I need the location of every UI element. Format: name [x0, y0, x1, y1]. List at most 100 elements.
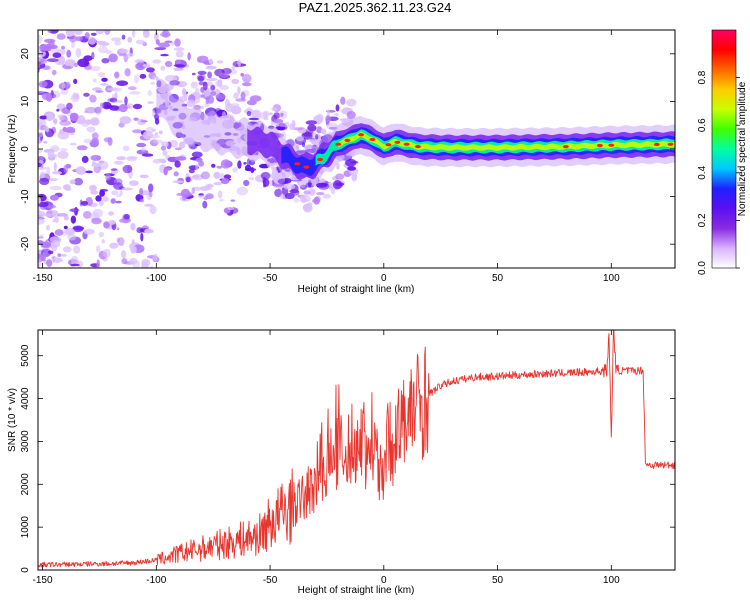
spectrogram-blob [52, 210, 58, 217]
spectrogram-blob [118, 48, 129, 54]
spectrogram-blob [113, 182, 123, 190]
spectrogram-blob [49, 185, 62, 191]
spectrogram-blob [246, 110, 252, 117]
spectrogram-blob [96, 259, 100, 268]
spectrogram-blob [248, 177, 255, 181]
spectrogram-blob [220, 178, 230, 185]
spectrogram-blob [53, 162, 57, 172]
spectrogram-blob [202, 200, 208, 209]
spectrogram-blob [91, 132, 99, 140]
spectrogram-blob [158, 130, 163, 135]
spectrogram-hotspot [403, 142, 410, 146]
spectrogram-blob [334, 112, 339, 117]
spectrogram-blob [178, 141, 186, 149]
spectrogram-blob [213, 181, 223, 186]
spectrogram-blob [154, 32, 159, 42]
spectrogram-blob [151, 128, 156, 132]
spectrogram-blob [210, 91, 217, 96]
spectrogram-blob [279, 110, 288, 120]
spectrogram-blob [205, 96, 210, 105]
spectrogram-blob [174, 160, 181, 168]
spectrogram-x-tick-label: 100 [603, 273, 620, 284]
spectrogram-blob [73, 177, 84, 186]
spectrogram-blob [63, 184, 71, 191]
spectrogram-xlabel: Height of straight line (km) [298, 284, 415, 295]
spectrogram-blob [38, 133, 43, 137]
spectrogram-blob [231, 65, 236, 70]
spectrogram-blob [91, 51, 95, 60]
spectrogram-blob [121, 250, 127, 259]
spectrogram-blob [192, 173, 204, 181]
spectrogram-blob [309, 138, 316, 143]
spectrogram-hotspot [653, 142, 660, 147]
spectrogram-blob [38, 34, 43, 44]
spectrogram-blob [136, 227, 143, 234]
spectrogram-blob [289, 189, 299, 194]
spectrogram-blob [301, 142, 306, 148]
spectrogram-blob [174, 156, 187, 161]
spectrogram-blob [132, 30, 136, 38]
spectrogram-blob [317, 182, 330, 190]
snr-x-tick-label: -50 [263, 575, 278, 586]
spectrogram-blob [230, 199, 235, 202]
spectrogram-blob [46, 113, 53, 122]
spectrogram-blob [142, 130, 153, 140]
spectrogram-blob [320, 128, 327, 135]
spectrogram-blob [173, 47, 185, 51]
spectrogram-blob [246, 100, 257, 106]
spectrogram-blob [38, 258, 42, 268]
spectrogram-blob [277, 178, 289, 185]
spectrogram-blob [139, 174, 149, 179]
spectrogram-hotspot [394, 140, 401, 144]
spectrogram-blob [73, 245, 81, 254]
spectrogram-blob [152, 139, 164, 144]
spectrogram-blob [60, 89, 69, 95]
spectrogram-blob [109, 242, 119, 249]
spectrogram-blob [221, 67, 232, 75]
spectrogram-blob [92, 161, 96, 165]
spectrogram-blob [135, 62, 146, 71]
spectrogram-blob [121, 258, 128, 265]
chart-title: PAZ1.2025.362.11.23.G24 [299, 0, 452, 15]
spectrogram-blob [316, 113, 324, 124]
spectrogram-blob [289, 123, 296, 131]
spectrogram-blob [63, 164, 69, 174]
spectrogram-blob [325, 115, 331, 123]
spectrogram-hotspot [608, 143, 615, 147]
spectrogram-blob [102, 196, 109, 202]
spectrogram-blob [65, 59, 76, 67]
spectrogram-blob [219, 198, 224, 202]
spectrogram-y-ticks: -20 -10 0 10 20 [20, 48, 675, 251]
spectrogram-blob [237, 86, 241, 95]
spectrogram-blob [67, 232, 77, 241]
spectrogram-blob [140, 232, 144, 242]
colorbar-tick-label: 0.6 [697, 118, 708, 132]
spectrogram-hotspot [414, 145, 421, 149]
spectrogram-blob [108, 53, 118, 63]
spectrogram-blob [315, 134, 319, 140]
spectrogram-x-tick-label: -150 [33, 273, 53, 284]
spectrogram-blob [211, 163, 216, 168]
spectrogram-blob [57, 253, 62, 257]
spectrogram-blob [163, 167, 173, 171]
spectrogram-blob [308, 188, 316, 196]
spectrogram-blob [205, 193, 214, 200]
spectrogram-blob [121, 34, 126, 40]
spectrogram-blob [141, 153, 154, 157]
spectrogram-blob [94, 106, 102, 114]
spectrogram-blob [38, 210, 46, 218]
spectrogram-blob [293, 198, 300, 203]
spectrogram-blob [115, 100, 123, 104]
spectrogram-blob [248, 117, 260, 121]
spectrogram-blob [57, 130, 70, 140]
spectrogram-blob [75, 48, 82, 58]
spectrogram-blob [93, 78, 97, 83]
snr-y-tick-label: 0 [20, 567, 31, 573]
spectrogram-blob [81, 155, 89, 163]
spectrogram-blob [241, 82, 252, 87]
spectrogram-blob [273, 118, 284, 124]
spectrogram-blob [186, 99, 196, 108]
colorbar-ticks: 0.0 0.2 0.4 0.6 0.8 [697, 70, 740, 275]
spectrogram-blob [164, 40, 173, 44]
spectrogram-blob [333, 180, 342, 190]
